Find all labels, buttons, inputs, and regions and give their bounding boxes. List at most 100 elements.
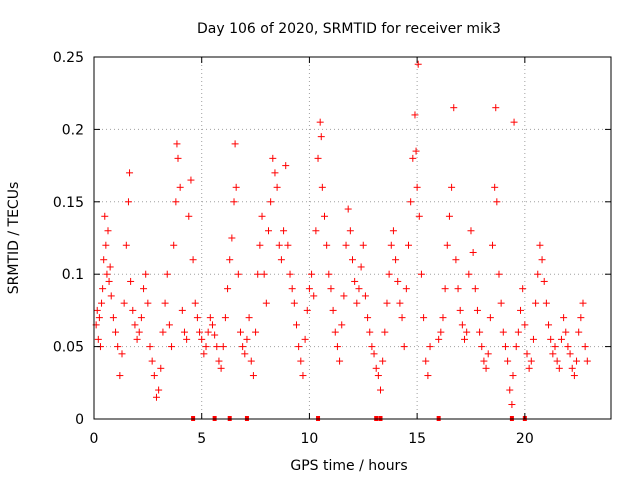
- data-point: [299, 372, 307, 380]
- y-tick-label: 0.2: [62, 122, 84, 138]
- data-point: [189, 256, 197, 264]
- data-point: [127, 277, 135, 285]
- data-point: [501, 343, 509, 351]
- data-point: [508, 401, 516, 409]
- data-point: [351, 277, 359, 285]
- data-point: [317, 133, 325, 141]
- data-points: [92, 60, 591, 409]
- data-point: [353, 299, 361, 307]
- data-point: [473, 306, 481, 314]
- data-point: [568, 364, 576, 372]
- data-point: [573, 357, 581, 365]
- data-point: [314, 154, 322, 162]
- data-point: [236, 328, 244, 336]
- data-point: [338, 321, 346, 329]
- data-point: [95, 314, 103, 322]
- data-point: [489, 241, 497, 249]
- data-point: [452, 256, 460, 264]
- data-point: [178, 306, 186, 314]
- x-axis-label: GPS time / hours: [290, 458, 407, 474]
- x-tick-label: 10: [301, 431, 319, 447]
- data-point: [295, 343, 303, 351]
- data-point: [443, 241, 451, 249]
- data-point: [224, 285, 232, 293]
- data-point: [564, 343, 572, 351]
- data-point: [260, 270, 268, 278]
- data-point: [506, 386, 514, 394]
- data-point: [239, 343, 247, 351]
- data-point: [519, 285, 527, 293]
- data-point: [575, 328, 583, 336]
- data-point: [163, 270, 171, 278]
- data-point: [456, 306, 464, 314]
- data-point: [359, 241, 367, 249]
- data-point: [551, 343, 559, 351]
- data-point: [308, 270, 316, 278]
- data-point: [424, 372, 432, 380]
- data-point: [523, 350, 531, 358]
- data-point: [318, 183, 326, 191]
- data-point: [275, 241, 283, 249]
- data-point: [232, 183, 240, 191]
- data-point: [198, 335, 206, 343]
- grid-lines: [94, 57, 611, 419]
- data-point: [361, 292, 369, 300]
- data-point: [364, 314, 372, 322]
- data-point: [333, 343, 341, 351]
- data-point: [208, 321, 216, 329]
- data-point: [100, 256, 108, 264]
- data-point: [555, 364, 563, 372]
- data-point: [93, 306, 101, 314]
- data-point: [445, 212, 453, 220]
- x-tick-label: 15: [408, 431, 426, 447]
- axis-ticks: [93, 56, 611, 420]
- data-point: [215, 357, 223, 365]
- data-point: [101, 212, 109, 220]
- data-point: [303, 306, 311, 314]
- data-point: [577, 314, 585, 322]
- data-point: [200, 350, 208, 358]
- data-point: [553, 357, 561, 365]
- data-point: [174, 154, 182, 162]
- data-point: [290, 299, 298, 307]
- data-point: [258, 212, 266, 220]
- data-point: [355, 285, 363, 293]
- data-point: [387, 241, 395, 249]
- data-point: [196, 328, 204, 336]
- data-point: [120, 299, 128, 307]
- data-point: [542, 299, 550, 307]
- data-point: [414, 60, 422, 68]
- data-point: [581, 343, 589, 351]
- data-point: [105, 277, 113, 285]
- data-point: [109, 314, 117, 322]
- y-tick-label: 0.15: [53, 195, 84, 211]
- data-point: [383, 299, 391, 307]
- data-point: [562, 328, 570, 336]
- y-axis-label: SRMTID / TECUs: [6, 182, 22, 295]
- data-point: [187, 176, 195, 184]
- data-point: [491, 183, 499, 191]
- data-point: [131, 321, 139, 329]
- data-point: [107, 292, 115, 300]
- data-point: [204, 328, 212, 336]
- data-point: [349, 256, 356, 264]
- data-point: [415, 212, 423, 220]
- data-point: [497, 299, 505, 307]
- data-point: [312, 227, 320, 235]
- data-point: [381, 328, 389, 336]
- data-point: [499, 328, 507, 336]
- data-point: [413, 183, 421, 191]
- data-point: [454, 285, 462, 293]
- data-point: [202, 343, 210, 351]
- data-point: [254, 270, 262, 278]
- y-tick-label: 0.1: [62, 267, 84, 283]
- data-point: [286, 270, 294, 278]
- data-point: [325, 270, 333, 278]
- data-point: [98, 299, 106, 307]
- data-point: [486, 314, 494, 322]
- data-point: [133, 335, 141, 343]
- data-point: [104, 227, 112, 235]
- data-point: [417, 270, 425, 278]
- data-point: [492, 104, 500, 112]
